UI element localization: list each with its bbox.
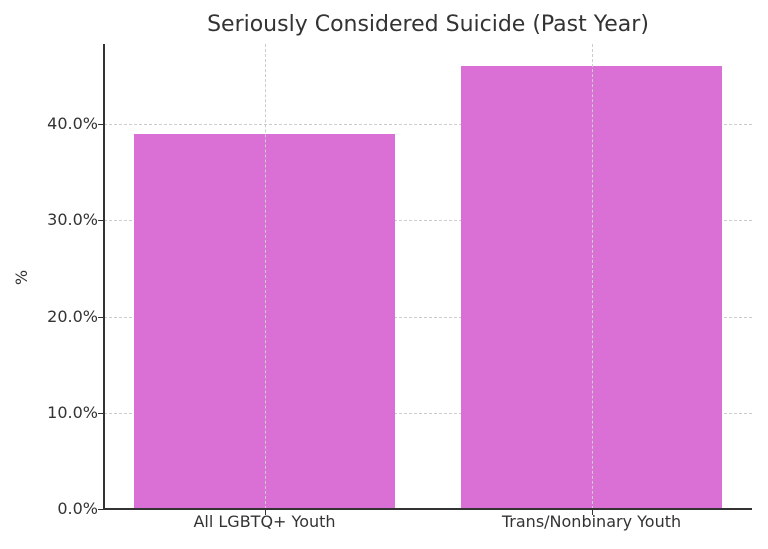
grid-line-vertical bbox=[591, 44, 593, 509]
y-tick-mark bbox=[98, 509, 104, 510]
plot-area bbox=[104, 44, 752, 509]
y-tick-mark bbox=[98, 412, 104, 414]
x-tick-mark bbox=[591, 509, 593, 515]
y-tick-label: 10.0% bbox=[47, 402, 98, 422]
grid-line-vertical bbox=[264, 44, 266, 509]
x-tick-label: Trans/Nonbinary Youth bbox=[501, 512, 682, 531]
y-tick-mark bbox=[98, 220, 104, 222]
y-axis-title: % bbox=[12, 269, 32, 286]
grid-line-horizontal bbox=[104, 412, 752, 414]
y-tick-label: 20.0% bbox=[47, 306, 98, 326]
y-tick-mark bbox=[98, 316, 104, 318]
y-tick-label: 30.0% bbox=[47, 210, 98, 230]
x-tick-label: All LGBTQ+ Youth bbox=[193, 512, 336, 531]
grid-line-horizontal bbox=[104, 124, 752, 125]
grid-line-horizontal bbox=[104, 220, 752, 222]
x-axis-line bbox=[103, 508, 752, 510]
x-tick-mark bbox=[264, 509, 266, 515]
chart-title: Seriously Considered Suicide (Past Year) bbox=[207, 12, 649, 37]
grid-line-horizontal bbox=[104, 316, 752, 318]
y-axis-line bbox=[103, 44, 105, 510]
y-tick-label: 40.0% bbox=[47, 114, 98, 133]
y-tick-mark bbox=[98, 124, 104, 125]
y-tick-label: 0.0% bbox=[57, 499, 98, 518]
